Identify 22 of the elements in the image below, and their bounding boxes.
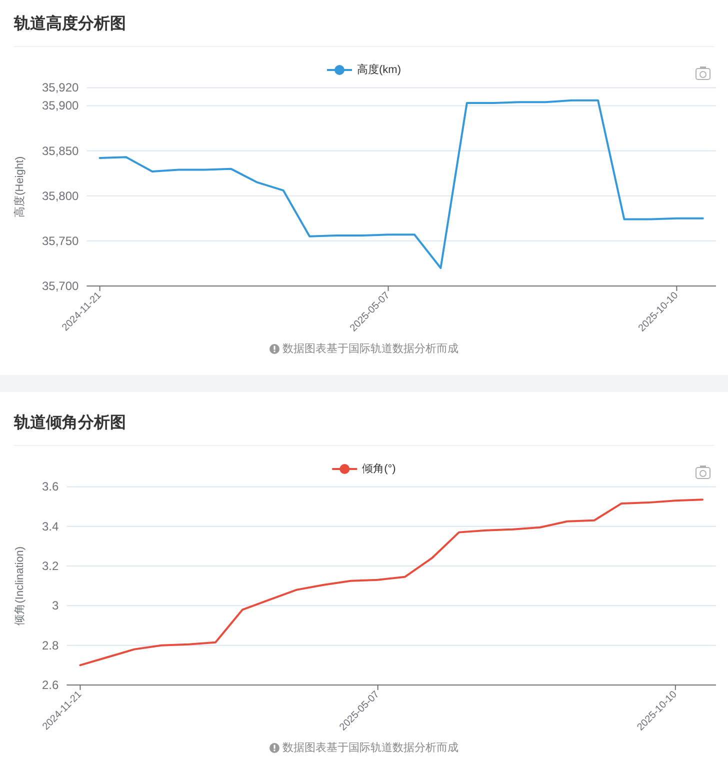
- y-tick-label: 35,850: [42, 144, 80, 158]
- y-tick-label: 3.4: [42, 519, 60, 534]
- y-tick-label: 2.8: [42, 638, 60, 652]
- y-tick-label: 35,920: [42, 80, 80, 95]
- y-tick-label: 3: [52, 598, 59, 613]
- y-tick-label: 35,900: [42, 98, 80, 113]
- legend-label: 倾角(°): [362, 463, 396, 475]
- chart-title: 轨道倾角分析图: [13, 414, 126, 432]
- legend-label: 高度(km): [357, 63, 401, 76]
- y-tick-label: 2.6: [42, 678, 60, 692]
- y-tick-label: 3.2: [42, 559, 60, 574]
- y-axis-title: 倾角(Inclination): [14, 546, 26, 626]
- y-axis-title: 高度(Height): [13, 156, 26, 218]
- y-tick-label: 3.6: [42, 480, 60, 494]
- line-series: [98, 99, 704, 269]
- text: 数据图表基于国际轨道数据分析而成: [282, 741, 458, 754]
- y-tick-label: 35,800: [42, 188, 80, 203]
- chart-title: 轨道高度分析图: [13, 14, 126, 32]
- y-tick-label: 35,700: [42, 279, 80, 293]
- text: 数据图表基于国际轨道数据分析而成: [282, 342, 458, 355]
- line-series: [79, 498, 704, 666]
- y-tick-label: 35,750: [42, 234, 80, 248]
